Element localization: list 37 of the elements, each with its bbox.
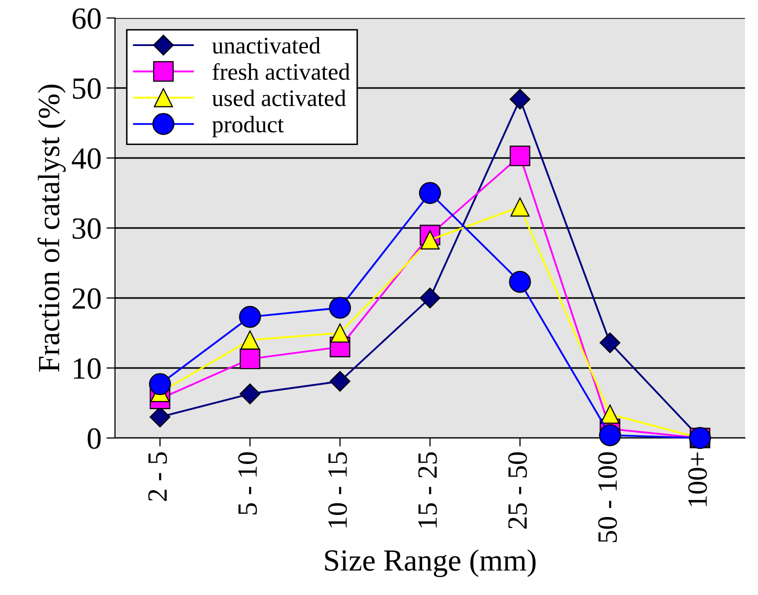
y-tick-label: 0: [88, 428, 101, 449]
point: [239, 306, 261, 328]
point: [240, 330, 260, 350]
x-tick-label: 2 - 5: [148, 452, 167, 501]
y-tick-label: 20: [72, 288, 101, 309]
x-tick-label: 100+: [688, 452, 707, 506]
y-axis-title: Fraction of catalyst (%): [38, 84, 66, 372]
x-tick-label: 25 - 50: [508, 452, 527, 529]
point: [420, 230, 440, 250]
x-tick-label: 50 - 100: [598, 452, 617, 542]
point: [510, 146, 530, 166]
x-tick-label: 15 - 25: [418, 452, 437, 528]
point: [510, 88, 530, 110]
x-tick-label: 10 - 15: [328, 452, 347, 528]
legend-label: unactivated: [212, 37, 320, 54]
point: [329, 296, 351, 319]
point: [420, 288, 440, 308]
legend-label: product: [212, 116, 284, 138]
y-tick-label: 30: [72, 218, 101, 239]
point: [600, 332, 620, 354]
point: [240, 384, 260, 404]
point: [600, 404, 620, 424]
point: [330, 323, 350, 343]
x-axis-title: Size Range (mm): [325, 549, 536, 578]
point: [419, 182, 441, 204]
y-tick-label: 10: [74, 358, 101, 379]
point: [240, 348, 260, 370]
legend-label: used activated: [212, 90, 346, 106]
y-tick-label: 50: [73, 78, 101, 99]
point: [330, 370, 350, 392]
x-tick-label: 5 - 10: [238, 452, 257, 514]
y-tick-label: 40: [72, 148, 101, 169]
y-tick-label: 60: [72, 8, 101, 29]
point: [509, 270, 531, 293]
point: [510, 197, 530, 217]
legend-label: fresh activated: [212, 63, 350, 80]
point: [149, 373, 171, 396]
